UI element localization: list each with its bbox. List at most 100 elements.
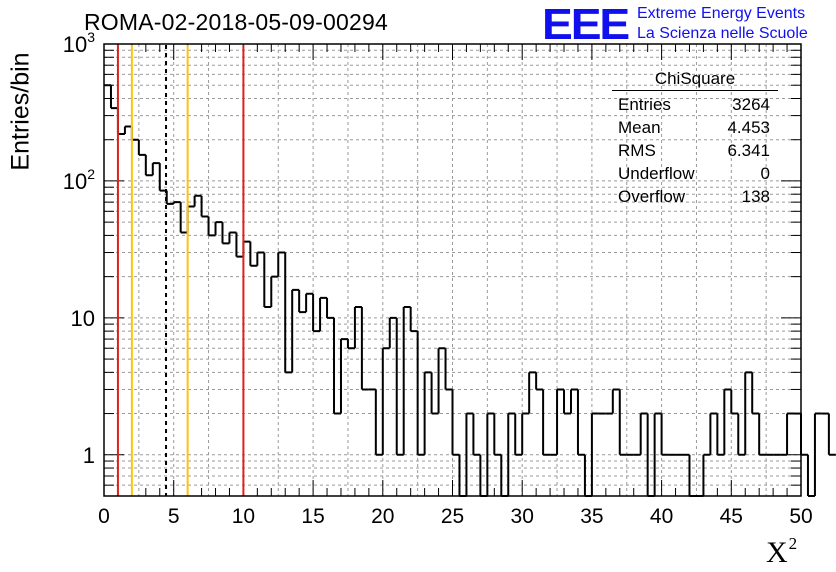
histogram-bin	[235, 232, 244, 258]
histogram-bin	[639, 412, 648, 455]
histogram-bin	[270, 275, 279, 308]
histogram-bin	[416, 331, 425, 456]
histogram-bin	[576, 389, 585, 456]
y-tick-label: 103	[63, 29, 95, 57]
histogram-bin	[249, 241, 258, 267]
histogram-bin	[827, 413, 836, 456]
stats-value: 138	[741, 187, 770, 206]
histogram-bin	[611, 388, 620, 414]
stats-row: Entries 3264	[612, 93, 778, 116]
histogram-bin	[472, 413, 481, 456]
histogram-bin	[263, 252, 272, 309]
histogram-bin	[716, 413, 725, 456]
histogram-bin	[137, 139, 146, 156]
x-tick-label: 30	[511, 505, 534, 528]
stats-value: 3264	[732, 95, 770, 114]
histogram-bin	[130, 126, 139, 141]
stats-label: Entries	[618, 95, 671, 114]
histogram-bin	[291, 288, 300, 373]
histogram-bin	[486, 412, 495, 496]
eee-logo: EEE	[542, 0, 630, 49]
histogram-bin	[730, 389, 739, 415]
x-axis-title: X2	[766, 534, 798, 569]
histogram-bin	[806, 454, 815, 497]
histogram-bin	[493, 413, 502, 456]
histogram-bin	[409, 307, 418, 333]
histogram-bin	[116, 108, 125, 136]
histogram-bin	[535, 372, 544, 391]
histogram-bin	[284, 252, 293, 374]
histogram-bin	[214, 221, 223, 236]
histogram-bin	[312, 293, 321, 333]
histogram-bin	[521, 412, 530, 455]
histogram-bin	[123, 125, 132, 135]
histogram-bin	[305, 292, 314, 313]
histogram-bin	[569, 388, 578, 414]
stats-label: RMS	[618, 141, 656, 160]
histogram-bin	[444, 348, 453, 391]
tick-labels: 0 5 10 15 20 25 30 35 40 45 50 1 10 102 103	[63, 29, 813, 528]
histogram-bin	[360, 307, 369, 391]
histogram-bin	[326, 297, 335, 319]
histogram-bin	[319, 296, 328, 332]
histogram-bin	[144, 154, 153, 177]
histogram-bin	[228, 231, 237, 244]
stats-value: 6.341	[727, 141, 770, 160]
histogram-bin	[430, 372, 439, 415]
histogram-bin	[333, 317, 341, 415]
histogram-bin	[737, 413, 746, 456]
histogram-bin	[186, 205, 195, 233]
histogram-bin	[744, 371, 753, 455]
y-tick-label: 1	[83, 443, 95, 468]
logo-tagline-1: Extreme Energy Events	[637, 5, 806, 22]
x-tick-label: 20	[371, 505, 394, 528]
histogram-bin	[542, 389, 551, 456]
stats-label: Mean	[618, 118, 661, 137]
histogram-bin	[563, 389, 571, 415]
histogram-bin	[374, 389, 383, 456]
histogram-bin	[751, 372, 760, 415]
histogram-bin	[109, 85, 118, 110]
plot-frame	[103, 43, 802, 497]
y-axis-title: Entries/bin	[6, 52, 35, 171]
histogram-bin	[514, 413, 523, 456]
histogram-bin	[395, 317, 404, 456]
histogram-bin	[507, 412, 516, 496]
histogram-bin	[528, 371, 537, 414]
stats-label: Overflow	[618, 187, 686, 206]
histogram-bin	[709, 412, 718, 455]
histogram-bin	[618, 389, 627, 456]
histogram-bin	[179, 202, 188, 234]
histogram-bin	[381, 347, 390, 455]
x-tick-label: 0	[98, 505, 110, 528]
histogram-bin	[660, 413, 669, 456]
stats-value: 4.453	[727, 118, 770, 137]
histogram-bin	[758, 413, 767, 456]
x-tick-label: 25	[441, 505, 464, 528]
stats-row: RMS 6.341	[612, 139, 778, 162]
histogram-bin	[423, 371, 432, 455]
histogram-bin	[151, 162, 160, 176]
histogram-bin	[723, 388, 732, 455]
grid-lines	[104, 44, 801, 496]
run-title: ROMA-02-2018-05-09-00294	[84, 9, 388, 35]
histogram-bin	[221, 222, 230, 245]
histogram-bin	[813, 412, 822, 496]
histogram-bin	[465, 412, 474, 496]
y-tick-label: 102	[63, 166, 95, 194]
histogram-bin	[346, 339, 355, 350]
histogram-bin	[800, 413, 808, 456]
x-tick-label: 40	[650, 505, 673, 528]
x-tick-label: 35	[580, 505, 603, 528]
histogram-bin	[277, 251, 286, 277]
x-tick-label: 10	[232, 505, 255, 528]
x-tick-label: 50	[789, 505, 812, 528]
histogram-bin	[193, 194, 202, 207]
stats-row: Mean 4.453	[612, 116, 778, 139]
histogram-bin	[207, 216, 216, 237]
logo-tagline-2: La Scienza nelle Scuole	[637, 25, 808, 42]
histogram-bin	[437, 347, 446, 414]
histogram-bin	[786, 412, 795, 455]
histogram-bin	[339, 338, 348, 414]
